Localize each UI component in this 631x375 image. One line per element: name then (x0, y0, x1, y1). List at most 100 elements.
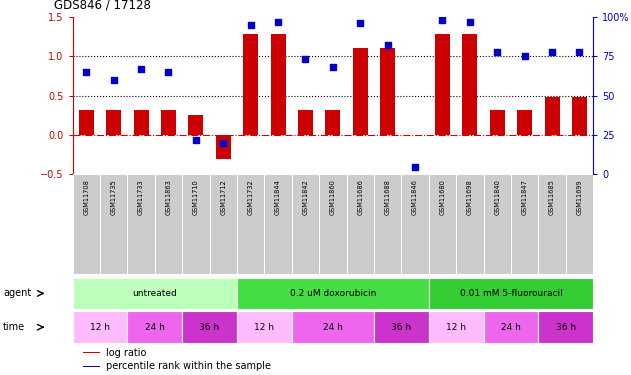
Text: GSM11733: GSM11733 (138, 179, 144, 215)
Point (218, 140, 228, 146)
Text: agent: agent (3, 288, 32, 298)
Bar (271, 34, 286, 135)
Bar (428, 174, 456, 274)
Bar (298, 110, 313, 135)
Text: 0.01 mM 5-fluorouracil: 0.01 mM 5-fluorouracil (459, 289, 562, 298)
Point (437, 17, 447, 23)
Point (328, 64, 338, 70)
Bar (463, 34, 478, 135)
Bar (73, 278, 237, 309)
Bar (319, 174, 346, 274)
Bar (435, 34, 450, 135)
Point (465, 19, 475, 25)
Point (574, 48, 584, 54)
Bar (326, 110, 340, 135)
Text: time: time (3, 322, 25, 332)
Bar (106, 110, 121, 135)
Bar (374, 174, 401, 274)
Text: GDS846 / 17128: GDS846 / 17128 (54, 0, 151, 11)
Bar (127, 174, 155, 274)
Point (547, 48, 557, 54)
Text: 36 h: 36 h (556, 322, 576, 332)
Text: 36 h: 36 h (199, 322, 220, 332)
Bar (380, 48, 395, 135)
Point (163, 69, 174, 75)
Point (300, 56, 310, 62)
Text: 12 h: 12 h (254, 322, 274, 332)
Bar (127, 311, 182, 343)
Point (245, 22, 256, 28)
Text: GSM11712: GSM11712 (220, 179, 227, 215)
Bar (83, 366, 100, 367)
Bar (346, 174, 374, 274)
Text: GSM11708: GSM11708 (83, 179, 89, 215)
Text: GSM11680: GSM11680 (439, 179, 445, 215)
Text: 24 h: 24 h (501, 322, 521, 332)
Bar (237, 174, 264, 274)
Bar (428, 311, 483, 343)
Text: GSM11685: GSM11685 (549, 179, 555, 215)
Bar (538, 311, 593, 343)
Bar (483, 311, 538, 343)
Bar (511, 174, 538, 274)
Text: GSM11847: GSM11847 (522, 179, 528, 215)
Bar (353, 48, 368, 135)
Text: 24 h: 24 h (323, 322, 343, 332)
Bar (237, 311, 292, 343)
Point (191, 137, 201, 143)
Text: untreated: untreated (133, 289, 177, 298)
Text: GSM11710: GSM11710 (193, 179, 199, 215)
Bar (134, 110, 148, 135)
Text: GSM11699: GSM11699 (577, 179, 582, 215)
Point (355, 20, 365, 26)
Bar (83, 352, 100, 353)
Bar (456, 174, 483, 274)
Bar (209, 174, 237, 274)
Bar (182, 311, 237, 343)
Point (109, 77, 119, 83)
Point (81, 69, 91, 75)
Point (410, 164, 420, 170)
Bar (483, 174, 511, 274)
Point (382, 42, 392, 48)
Text: GSM11863: GSM11863 (165, 179, 172, 215)
Bar (188, 116, 203, 135)
Bar (100, 174, 127, 274)
Bar (79, 110, 94, 135)
Text: GSM11686: GSM11686 (357, 179, 363, 215)
Text: GSM11846: GSM11846 (412, 179, 418, 215)
Bar (73, 311, 127, 343)
Text: log ratio: log ratio (107, 348, 147, 358)
Text: GSM11842: GSM11842 (302, 179, 309, 215)
Bar (545, 97, 560, 135)
Bar (161, 110, 176, 135)
Bar (538, 174, 566, 274)
Text: GSM11860: GSM11860 (330, 179, 336, 215)
Bar (572, 97, 587, 135)
Text: 36 h: 36 h (391, 322, 411, 332)
Text: GSM11698: GSM11698 (467, 179, 473, 215)
Bar (237, 278, 428, 309)
Bar (292, 174, 319, 274)
Text: GSM11844: GSM11844 (275, 179, 281, 215)
Text: 24 h: 24 h (145, 322, 165, 332)
Bar (73, 174, 100, 274)
Point (519, 53, 529, 59)
Text: GSM11735: GSM11735 (110, 179, 117, 215)
Bar (182, 174, 209, 274)
Text: GSM11688: GSM11688 (385, 179, 391, 215)
Bar (264, 174, 292, 274)
Text: 12 h: 12 h (90, 322, 110, 332)
Bar (374, 311, 428, 343)
Text: 0.2 uM doxorubicin: 0.2 uM doxorubicin (290, 289, 376, 298)
Bar (155, 174, 182, 274)
Bar (292, 311, 374, 343)
Text: 12 h: 12 h (446, 322, 466, 332)
Point (136, 66, 146, 72)
Bar (566, 174, 593, 274)
Text: GSM11840: GSM11840 (494, 179, 500, 215)
Text: percentile rank within the sample: percentile rank within the sample (107, 361, 271, 371)
Point (492, 48, 502, 54)
Bar (401, 174, 428, 274)
Bar (490, 110, 505, 135)
